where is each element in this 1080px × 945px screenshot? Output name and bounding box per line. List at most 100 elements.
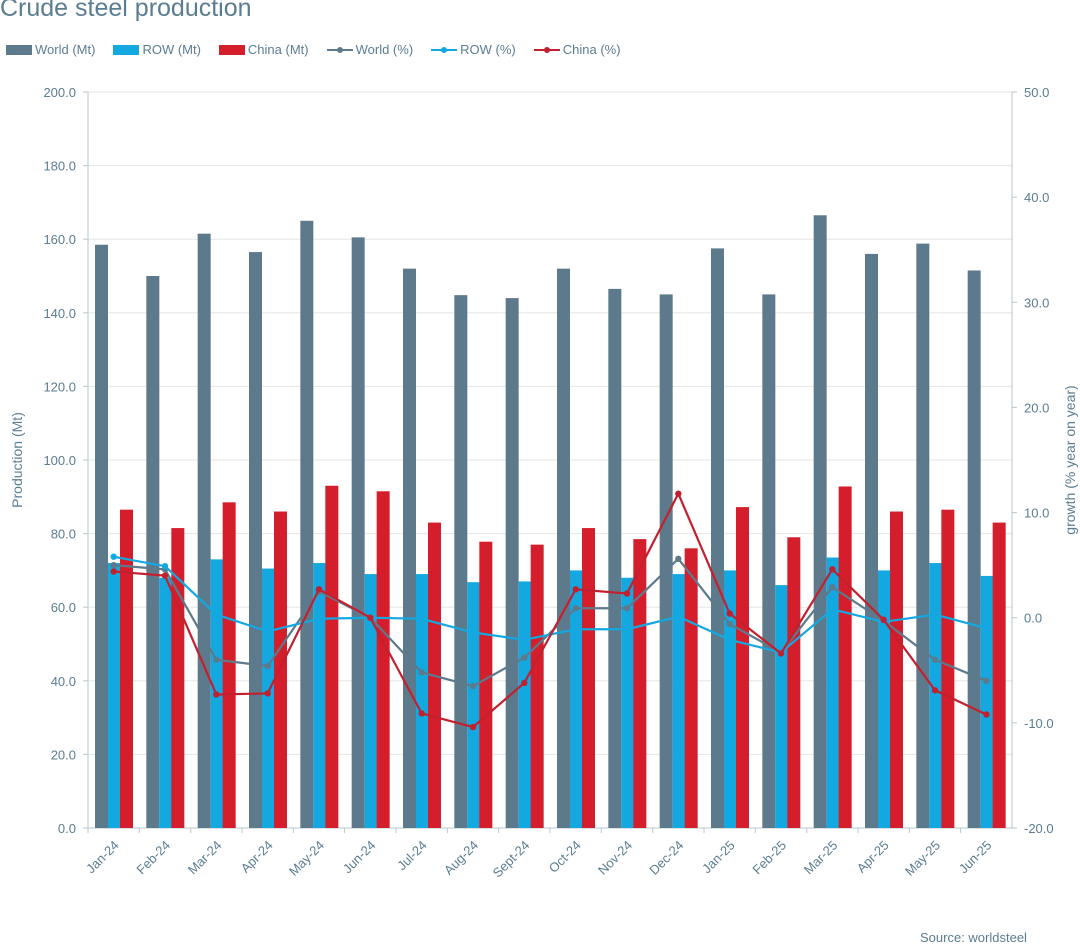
bar-row-mt xyxy=(467,582,481,828)
x-tick-label: Mar-25 xyxy=(801,838,841,878)
y2-tick-label: 20.0 xyxy=(1024,400,1049,415)
y-tick-label: 120.0 xyxy=(43,379,76,394)
legend-item-world-pct: World (%) xyxy=(326,42,414,57)
point-row xyxy=(315,615,323,622)
point-china xyxy=(726,610,733,617)
bar-row-mt xyxy=(621,577,635,828)
legend-swatch-world-mt xyxy=(6,44,32,55)
point-row xyxy=(264,628,271,635)
point-row xyxy=(983,625,990,632)
bar-china-mt xyxy=(787,537,801,828)
x-tick-label: Jan-24 xyxy=(83,838,122,877)
y-tick-label: 40.0 xyxy=(51,674,76,689)
point-china xyxy=(213,691,220,698)
y-tick-label: 20.0 xyxy=(51,747,76,762)
bar-world-mt xyxy=(608,288,622,828)
point-world xyxy=(983,677,990,684)
x-tick-label: Feb-24 xyxy=(133,838,173,878)
x-tick-label: Mar-24 xyxy=(185,838,225,878)
y2-tick-label: 50.0 xyxy=(1024,85,1049,100)
bar-china-mt xyxy=(633,539,647,828)
x-tick-label: Jan-25 xyxy=(699,838,738,877)
point-world xyxy=(264,662,271,670)
bar-world-mt xyxy=(197,233,211,828)
point-china xyxy=(931,687,939,694)
point-china xyxy=(418,710,425,717)
y-tick-label: 180.0 xyxy=(43,159,76,174)
x-tick-label: Sept-24 xyxy=(490,838,533,881)
y-tick-label: 60.0 xyxy=(51,600,76,615)
bar-world-mt xyxy=(249,252,262,828)
point-world xyxy=(572,605,579,612)
point-row xyxy=(623,626,631,633)
bar-world-mt xyxy=(865,253,878,829)
bar-world-mt xyxy=(146,276,160,828)
x-tick-label: Jul-24 xyxy=(394,838,430,874)
bar-row-mt xyxy=(416,574,429,828)
point-world xyxy=(110,561,117,569)
legend-swatch-world-pct xyxy=(326,46,353,53)
bar-row-mt xyxy=(672,574,686,828)
chart-title: Crude steel production xyxy=(0,0,252,22)
point-world xyxy=(726,620,733,628)
y2-tick-label: 30.0 xyxy=(1024,295,1049,310)
point-row xyxy=(572,626,579,633)
bar-china-mt xyxy=(120,509,133,828)
bar-world-mt xyxy=(967,270,981,829)
point-world xyxy=(675,555,682,563)
bar-row-mt xyxy=(108,563,121,828)
y-tick-label: 0.0 xyxy=(58,821,76,836)
legend-label-china-mt: China (Mt) xyxy=(247,42,309,57)
bar-china-mt xyxy=(530,544,544,828)
legend-swatch-china-mt xyxy=(218,44,245,55)
bar-world-mt xyxy=(557,268,570,828)
bar-china-mt xyxy=(890,511,903,828)
bar-china-mt xyxy=(325,485,339,828)
bar-world-mt xyxy=(454,295,468,828)
bar-row-mt xyxy=(262,568,275,828)
x-tick-label: May-25 xyxy=(902,838,943,879)
point-row xyxy=(726,636,733,643)
point-world xyxy=(469,682,477,690)
point-row xyxy=(161,562,169,570)
y2-tick-label: 0.0 xyxy=(1024,611,1042,626)
legend-swatch-row-pct xyxy=(431,46,458,53)
point-china xyxy=(264,690,271,697)
point-row xyxy=(469,629,477,636)
source-note: Source: worldsteel xyxy=(920,930,1027,945)
bar-world-mt xyxy=(711,248,724,828)
bar-row-mt xyxy=(878,570,891,828)
bar-china-mt xyxy=(684,548,698,828)
y-axis-title: Production (Mt) xyxy=(9,412,25,508)
legend-label-world-mt: World (Mt) xyxy=(35,42,96,57)
point-china xyxy=(829,566,836,573)
legend-item-china-mt: China (Mt) xyxy=(218,42,309,57)
point-row xyxy=(418,615,425,622)
bar-china-mt xyxy=(941,509,955,828)
y2-axis-title: growth (% year on year) xyxy=(1062,385,1078,534)
legend-swatch-row-mt xyxy=(113,44,140,55)
bar-china-mt xyxy=(479,541,493,828)
x-tick-label: Apr-24 xyxy=(238,838,276,876)
bar-world-mt xyxy=(351,237,365,829)
bar-row-mt xyxy=(518,581,532,828)
legend-item-china-pct: China (%) xyxy=(533,42,621,57)
bar-china-mt xyxy=(376,491,390,828)
legend-label-world-pct: World (%) xyxy=(355,42,414,57)
bar-row-mt xyxy=(364,574,378,828)
bar-world-mt xyxy=(403,268,416,828)
point-row xyxy=(675,613,682,620)
bar-china-mt xyxy=(222,502,236,828)
x-tick-label: May-24 xyxy=(286,838,327,879)
x-tick-label: Jun-25 xyxy=(956,838,995,877)
y-tick-label: 160.0 xyxy=(43,232,76,247)
point-china xyxy=(880,616,887,624)
bar-row-mt xyxy=(775,585,789,828)
bar-row-mt xyxy=(826,557,840,828)
bar-china-mt xyxy=(736,507,749,828)
legend-label-china-pct: China (%) xyxy=(562,42,621,57)
bar-world-mt xyxy=(300,220,314,829)
bar-row-mt xyxy=(159,577,173,828)
legend-item-row-pct: ROW (%) xyxy=(431,42,516,57)
